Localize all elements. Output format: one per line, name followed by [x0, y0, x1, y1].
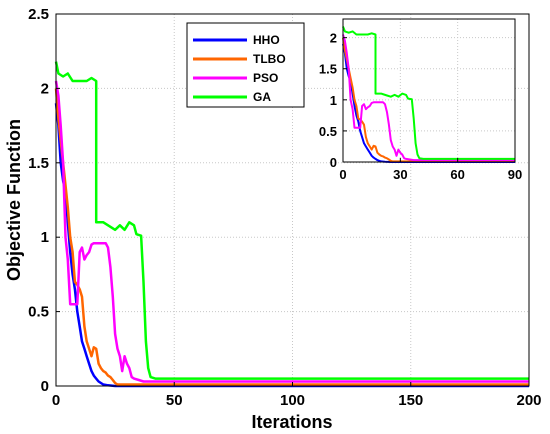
main-y-tick-label: 0.5	[28, 304, 49, 321]
main-y-tick-label: 1	[41, 229, 49, 246]
inset-series-tlbo	[342, 37, 515, 163]
main-y-tick-label: 0	[41, 378, 49, 395]
inset-x-tick-label: 0	[339, 167, 346, 182]
inset-y-tick-label: 1	[330, 93, 337, 108]
legend-box	[186, 22, 305, 108]
main-y-ticks: 0 0.5 1 1.5 2 2.5	[28, 6, 60, 395]
main-y-tick-label: 1.5	[28, 155, 49, 172]
main-series-tlbo	[54, 88, 529, 386]
inset-background	[343, 19, 515, 162]
inset-y-tick-label: 2	[330, 31, 337, 46]
inset-x-tick-label: 90	[508, 167, 522, 182]
main-y-tick-label: 2.5	[28, 6, 49, 23]
y-axis-title: Objective Function	[4, 119, 24, 281]
inset-x-tick-label: 30	[393, 167, 407, 182]
inset-series	[342, 26, 515, 163]
legend-label-hho: HHO	[253, 33, 280, 47]
inset-series-ga	[342, 26, 515, 160]
inset-x-ticks: 0 30 60 90	[339, 158, 522, 182]
legend-label-tlbo: TLBO	[253, 52, 286, 66]
main-series	[54, 61, 529, 388]
main-x-tick-label: 200	[516, 392, 541, 409]
legend-label-ga: GA	[253, 90, 271, 104]
inset-y-ticks: 0 0.5 1 1.5 2	[319, 31, 347, 170]
main-series-ga	[54, 61, 529, 380]
legend-label-pso: PSO	[253, 71, 278, 85]
inset-x-tick-label: 60	[450, 167, 464, 182]
inset-y-tick-label: 0.5	[319, 124, 337, 139]
inset-series-pso	[342, 34, 515, 162]
main-x-tick-label: 150	[398, 392, 423, 409]
inset-y-tick-label: 1.5	[319, 62, 337, 77]
main-x-tick-label: 50	[166, 392, 183, 409]
legend: HHO TLBO PSO GA	[186, 22, 305, 108]
main-x-tick-label: 100	[280, 392, 305, 409]
main-series-pso	[54, 80, 529, 383]
legend-entries: HHO TLBO PSO GA	[193, 33, 286, 104]
inset-plot-frame	[342, 18, 516, 163]
inset-y-tick-label: 0	[330, 155, 337, 170]
main-x-tick-label: 0	[52, 392, 60, 409]
main-x-ticks: 0 50 100 150 200	[52, 382, 542, 409]
inset-chart: 0 30 60 90 0 0.5 1 1.5 2	[319, 18, 522, 182]
x-axis-title: Iterations	[251, 412, 332, 432]
main-y-tick-label: 2	[41, 80, 49, 97]
main-grid	[56, 14, 529, 386]
